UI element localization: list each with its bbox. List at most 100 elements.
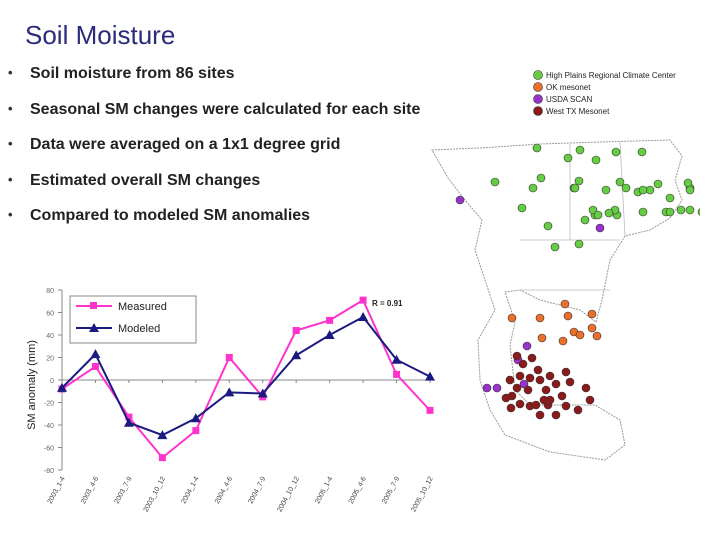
bullet-dot-icon: •: [8, 136, 13, 151]
station-dot: [638, 207, 648, 217]
data-point-measured: [192, 427, 200, 435]
station-dot: [543, 221, 553, 231]
slide-title: Soil Moisture: [25, 20, 176, 50]
station-dot: [535, 375, 545, 385]
legend-modeled-label: Modeled: [118, 323, 160, 335]
station-dot: [505, 375, 515, 385]
bullet-item: • Compared to modeled SM anomalies: [8, 204, 420, 240]
station-dot: [685, 185, 695, 195]
x-tick-label: 2004_1-4: [181, 476, 201, 506]
bullet-item: • Soil moisture from 86 sites: [8, 62, 420, 98]
data-point-modeled: [425, 371, 435, 381]
station-dot: [517, 203, 527, 213]
station-dot: [535, 313, 545, 323]
x-tick-label: 2004_10_12: [276, 476, 301, 514]
data-point-measured: [393, 370, 401, 378]
y-tick-label: -20: [44, 401, 54, 408]
station-dot: [527, 353, 537, 363]
y-tick-label: -80: [44, 468, 54, 475]
station-dot: [507, 313, 517, 323]
station-dot: [490, 177, 500, 187]
legend-measured-label: Measured: [118, 301, 167, 313]
station-dot: [637, 147, 647, 157]
legend-modeled-marker: [89, 323, 99, 332]
station-dot: [522, 341, 532, 351]
x-tick-label: 2004_4-6: [214, 476, 234, 506]
station-dot: [575, 145, 585, 155]
y-tick-label: 80: [46, 288, 54, 295]
legend-hprcc-label: High Plains Regional Climate Center: [546, 71, 676, 80]
station-dot: [638, 185, 648, 195]
station-dot: [676, 205, 686, 215]
legend-wtx-dot-icon: [533, 106, 543, 116]
legend-scan-dot-icon: [533, 94, 543, 104]
x-tick-label: 2003_10_12: [143, 476, 168, 514]
data-point-modeled: [324, 330, 335, 339]
data-point-modeled: [391, 354, 402, 364]
station-dot: [574, 176, 584, 186]
bullet-dot-icon: •: [8, 100, 13, 116]
bullet-item: • Data were averaged on a 1x1 degree grid: [8, 133, 420, 169]
station-dot: [611, 147, 621, 157]
map-legend: High Plains Regional Climate Center OK m…: [533, 70, 676, 116]
station-dot: [565, 377, 575, 387]
bullet-list: • Soil moisture from 86 sites • Seasonal S…: [8, 62, 420, 240]
station-dot: [560, 299, 570, 309]
correlation-annotation: R = 0.91: [372, 299, 403, 308]
station-dot: [512, 383, 522, 393]
x-tick-label: 2003_4-6: [80, 476, 100, 506]
x-tick-label: 2005_1-4: [314, 476, 334, 506]
bullet-text: Soil moisture from 86 sites: [30, 65, 235, 82]
data-point-measured: [158, 454, 166, 462]
bullet-text: Compared to modeled SM anomalies: [30, 207, 311, 224]
data-point-measured: [426, 406, 434, 414]
y-tick-label: 40: [46, 333, 54, 340]
data-point-measured: [292, 327, 300, 334]
data-point-modeled: [157, 430, 168, 440]
x-tick-label: 2005_10_12: [410, 476, 435, 514]
x-tick-label: 2003_1-4: [47, 476, 67, 506]
region-outline: [431, 139, 683, 461]
station-dot: [563, 311, 573, 321]
legend-ok-dot-icon: [533, 82, 543, 92]
station-dot: [535, 410, 545, 420]
series-line-modeled: [61, 315, 431, 437]
station-dot: [545, 371, 555, 381]
station-dot: [587, 323, 597, 333]
data-point-modeled: [57, 382, 67, 392]
station-dot: [570, 183, 580, 193]
station-dot: [574, 239, 584, 249]
station-dot: [523, 385, 533, 395]
internal-border: [520, 141, 626, 291]
legend-hprcc-dot-icon: [533, 70, 543, 80]
station-dot: [653, 179, 663, 189]
station-dot: [492, 383, 502, 393]
data-point-measured: [225, 354, 233, 361]
data-point-modeled: [257, 388, 268, 398]
station-dot: [455, 195, 465, 205]
station-dot: [604, 208, 614, 218]
station-dot: [621, 183, 631, 193]
station-dot: [551, 410, 561, 420]
data-point-measured: [359, 296, 367, 304]
station-dot: [533, 365, 543, 375]
station-dot: [551, 379, 561, 389]
data-point-measured: [326, 316, 334, 324]
y-tick-label: -60: [44, 446, 54, 453]
station-dot: [563, 153, 573, 163]
y-tick-label: 20: [46, 356, 54, 363]
station-dot: [518, 359, 528, 369]
station-dot: [515, 399, 525, 409]
station-dot: [482, 383, 492, 393]
station-dot: [575, 330, 585, 340]
data-point-modeled: [291, 350, 302, 360]
station-dot: [506, 403, 516, 413]
x-tick-label: 2005_7-9: [381, 476, 401, 506]
bullet-dot-icon: •: [8, 171, 13, 187]
station-dot: [665, 193, 675, 203]
series-line-measured: [61, 298, 431, 460]
y-tick-label: 60: [46, 311, 54, 318]
data-point-modeled: [90, 349, 101, 359]
station-dot: [515, 371, 525, 381]
station-dot: [537, 333, 547, 343]
